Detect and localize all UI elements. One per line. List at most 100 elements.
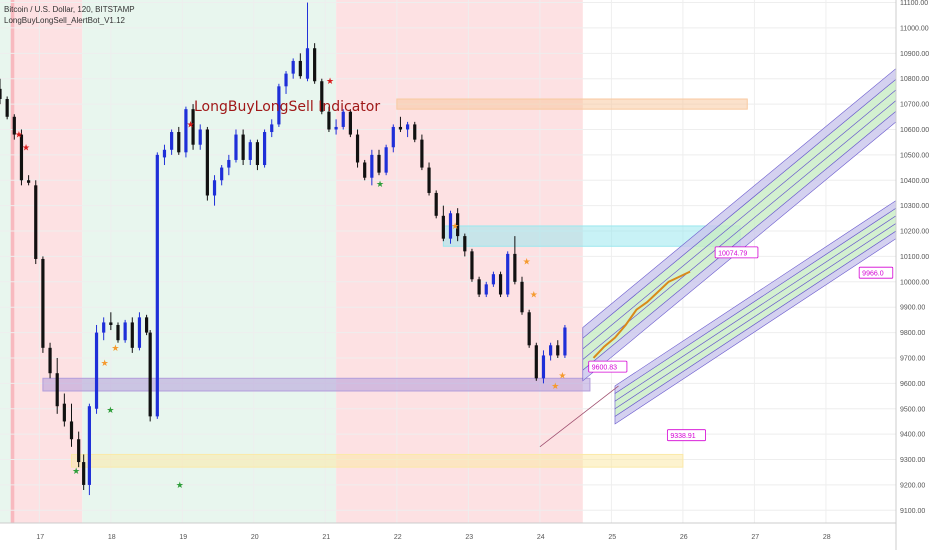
trend-line <box>539 385 619 448</box>
buy-signal-marker: ★ <box>72 467 80 477</box>
price-tick-label: 10700.00 <box>900 102 929 109</box>
date-tick-label: 20 <box>251 534 259 541</box>
candle-down <box>41 258 45 348</box>
price-tick-label: 9100.00 <box>900 508 925 515</box>
date-tick-label: 28 <box>823 534 831 541</box>
background-bands <box>0 0 583 523</box>
candle-up <box>123 322 127 341</box>
candle-up <box>212 180 217 196</box>
candle-up <box>227 159 231 168</box>
candle-up <box>87 406 91 485</box>
support-resistance-zones <box>42 98 748 468</box>
candle-up <box>506 253 510 295</box>
time-axis[interactable]: 17 18 19 20 21 22 23 24 25 26 27 28 <box>36 534 830 541</box>
candle-up <box>102 322 106 333</box>
candle-up <box>94 332 99 409</box>
candle-down <box>77 439 81 463</box>
candle-down <box>82 462 86 485</box>
alert-marker: ★ <box>530 291 538 301</box>
background-band-red <box>336 0 583 523</box>
date-tick-label: 22 <box>394 534 402 541</box>
buy-signal-marker: ★ <box>176 481 184 491</box>
price-axis[interactable]: 11100.00 11000.00 10900.00 10800.00 10700.00… <box>900 0 929 515</box>
price-callout-label: 10074.79 <box>718 250 747 257</box>
price-callout-box <box>588 360 628 373</box>
candle-down <box>0 88 2 100</box>
candle-down <box>556 345 560 356</box>
indicator-title: LongBuyLongSell_AlertBot_V1.12 <box>4 16 125 25</box>
candle-down <box>498 274 503 295</box>
price-tick-label: 9700.00 <box>900 355 925 362</box>
price-tick-label: 10500.00 <box>900 152 929 159</box>
candle-down <box>355 134 360 163</box>
date-tick-label: 23 <box>465 534 473 541</box>
background-band-edge <box>10 0 15 523</box>
candle-down <box>148 332 152 417</box>
candle-down <box>463 236 467 252</box>
candle-down <box>513 253 517 282</box>
price-tick-label: 10600.00 <box>900 127 929 134</box>
price-callout-box <box>858 266 894 279</box>
candle-up <box>541 355 546 379</box>
candle-down <box>177 132 181 153</box>
candle-up <box>162 149 167 158</box>
price-callout-box <box>666 429 706 442</box>
price-tick-label: 9900.00 <box>900 305 925 312</box>
sell-signal-marker: ★ <box>15 131 23 141</box>
candle-down <box>205 129 209 196</box>
candle-down <box>534 345 538 379</box>
candle-up <box>384 147 388 173</box>
candle-up <box>155 154 159 417</box>
candle-up <box>184 109 188 153</box>
buy-signal-marker: ★ <box>106 406 114 416</box>
price-tick-label: 10100.00 <box>900 254 929 261</box>
price-tick-label: 9500.00 <box>900 406 925 413</box>
candle-up <box>277 86 281 125</box>
candle-up <box>334 126 338 130</box>
candle-down <box>27 180 31 183</box>
sell-signal-marker: ★ <box>326 77 334 87</box>
alert-marker: ★ <box>551 382 559 392</box>
background-band-green <box>82 0 337 523</box>
candle-down <box>434 192 438 216</box>
candle-down <box>69 421 74 440</box>
price-tick-label: 11000.00 <box>900 25 929 32</box>
price-tick-label: 10400.00 <box>900 178 929 185</box>
price-tick-label: 9200.00 <box>900 482 925 489</box>
candle-up <box>248 142 252 160</box>
candle-down <box>427 167 431 193</box>
alert-marker: ★ <box>111 344 119 354</box>
candle-down <box>313 48 317 82</box>
candle-down <box>456 213 460 237</box>
candle-down <box>12 116 16 135</box>
price-tick-label: 10900.00 <box>900 51 929 58</box>
price-callout-label: 9966.0 <box>862 271 884 278</box>
alert-marker: ★ <box>523 258 531 268</box>
price-callout-label: 9338.91 <box>670 433 695 440</box>
candle-down <box>116 324 120 341</box>
price-tick-label: 9300.00 <box>900 457 925 464</box>
channel-band <box>614 230 897 425</box>
date-tick-label: 26 <box>680 534 688 541</box>
buy-signal-marker: ★ <box>376 180 384 190</box>
candle-up <box>198 129 202 145</box>
candle-up <box>448 213 453 239</box>
symbol-title: Bitcoin / U.S. Dollar, 120, BITSTAMP <box>4 5 135 14</box>
candle-down <box>241 134 245 160</box>
projection-channels <box>539 67 897 448</box>
date-tick-label: 17 <box>36 534 44 541</box>
candle-up <box>491 274 496 285</box>
candle-up <box>405 124 410 130</box>
price-tick-label: 11100.00 <box>900 0 928 7</box>
sell-signal-marker: ★ <box>22 143 30 153</box>
candle-down <box>191 109 195 145</box>
alert-marker: ★ <box>101 359 109 369</box>
price-callout-box <box>714 246 759 259</box>
date-tick-label: 18 <box>108 534 116 541</box>
alert-marker: ★ <box>558 372 566 382</box>
forecast-path <box>592 270 691 359</box>
candle-up <box>305 48 310 79</box>
price-tick-label: 9400.00 <box>900 432 925 439</box>
candle-down <box>109 322 113 325</box>
